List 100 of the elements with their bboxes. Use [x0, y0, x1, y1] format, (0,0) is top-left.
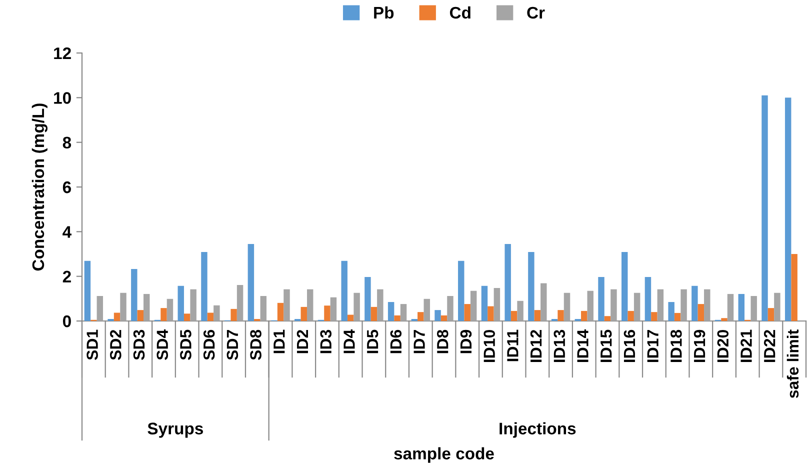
bar — [201, 252, 208, 321]
y-tick-label: 8 — [62, 136, 72, 149]
bar — [621, 252, 628, 321]
legend-label: Pb — [374, 6, 394, 19]
bar — [528, 252, 534, 321]
bar — [598, 277, 604, 321]
legend-label: Cr — [527, 6, 545, 19]
bar — [534, 310, 541, 321]
bar — [494, 288, 500, 321]
bar — [434, 310, 441, 321]
bar — [504, 244, 511, 321]
x-tick-label: ID2 — [296, 330, 308, 354]
bar — [120, 292, 126, 321]
bar — [470, 290, 477, 321]
bar — [388, 302, 394, 321]
bar — [464, 304, 470, 321]
x-tick-label: ID13 — [554, 330, 566, 362]
bar — [458, 260, 464, 321]
bar — [260, 296, 267, 321]
bar — [762, 95, 768, 321]
bar — [306, 289, 314, 321]
bar — [144, 294, 150, 321]
bar — [634, 292, 640, 321]
x-tick-label: ID18 — [670, 330, 682, 362]
bar — [774, 292, 780, 321]
bar — [214, 305, 220, 321]
bar — [96, 296, 104, 321]
legend-label: Cd — [450, 6, 470, 19]
x-tick-label: ID3 — [320, 330, 332, 354]
x-tick-label: ID15 — [600, 330, 612, 362]
x-tick-label: SD1 — [86, 330, 98, 360]
bar — [330, 297, 337, 321]
bar — [424, 298, 430, 321]
x-axis-title: sample code — [394, 447, 494, 463]
text: Injections — [500, 422, 576, 438]
y-tick-label: 12 — [54, 47, 71, 60]
bar — [131, 268, 138, 321]
bar — [166, 298, 174, 321]
bar — [510, 310, 518, 321]
bar — [190, 289, 196, 321]
bar — [230, 308, 237, 321]
bar — [370, 306, 378, 321]
x-tick-label: ID16 — [624, 330, 636, 362]
bar — [481, 286, 488, 321]
bar — [604, 316, 611, 321]
bar — [324, 306, 330, 321]
x-tick-label: ID6 — [390, 330, 402, 354]
bar — [558, 310, 564, 321]
x-tick-label: SD8 — [250, 330, 262, 360]
y-tick-label: 2 — [62, 270, 71, 282]
x-tick-label: ID9 — [460, 330, 472, 354]
x-tick-label: SD7 — [226, 330, 238, 360]
bar — [236, 285, 244, 321]
bar — [248, 244, 254, 321]
bar — [364, 277, 371, 321]
x-tick-label: ID8 — [436, 330, 448, 354]
bar — [610, 289, 617, 321]
x-tick-label: SD6 — [203, 330, 215, 360]
bar — [341, 260, 348, 321]
bar — [284, 289, 290, 321]
bar — [750, 296, 757, 321]
bar — [418, 312, 424, 321]
bar — [300, 306, 307, 321]
bar — [657, 289, 664, 321]
bar — [517, 300, 524, 321]
bar — [668, 302, 674, 321]
bar — [704, 289, 710, 321]
bar — [84, 260, 91, 321]
bar — [628, 310, 634, 321]
bar — [178, 286, 184, 321]
bar — [137, 310, 144, 321]
x-tick-label: SD2 — [110, 330, 122, 360]
x-tick-label: ID5 — [367, 330, 378, 354]
x-tick-label: SD3 — [133, 330, 145, 360]
bar — [581, 310, 588, 321]
x-tick-label: ID20 — [717, 330, 729, 362]
y-tick-label: 10 — [54, 92, 71, 104]
bar — [721, 318, 728, 321]
bar — [207, 312, 214, 321]
bar — [488, 306, 494, 321]
x-tick-label: ID7 — [414, 330, 425, 354]
bar — [784, 98, 792, 321]
bar — [440, 315, 448, 321]
bar — [347, 314, 354, 321]
x-tick-label: ID10 — [484, 330, 495, 362]
x-tick-label: ID14 — [577, 329, 588, 362]
bar — [114, 312, 120, 321]
bar — [564, 292, 570, 321]
y-axis-title: Concentration (mg/L) — [32, 104, 48, 271]
bar — [738, 294, 744, 321]
bar — [160, 308, 167, 321]
x-tick-label: ID11 — [507, 330, 518, 362]
x-tick-label: SD4 — [156, 329, 168, 360]
bar — [587, 290, 594, 321]
bar — [377, 289, 384, 321]
x-tick-label: SD5 — [180, 330, 192, 360]
bar — [674, 312, 681, 321]
bar — [400, 304, 407, 321]
bar — [692, 286, 698, 321]
bar — [680, 289, 687, 321]
